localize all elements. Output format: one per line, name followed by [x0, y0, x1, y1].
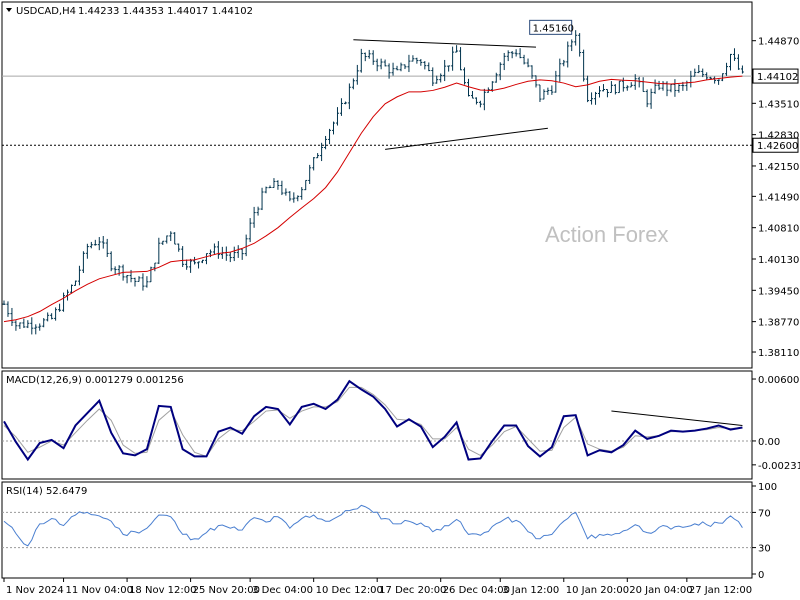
price-tag: 1.44102 — [752, 68, 799, 84]
price-tick-label: 1.38770 — [758, 318, 799, 329]
trendline-lower — [385, 127, 548, 150]
time-tick-label: 10 Jan 20:00 — [566, 585, 629, 596]
watermark: Action Forex — [545, 222, 669, 247]
time-tick-label: 25 Nov 20:00 — [193, 585, 260, 596]
price-tick-label: 1.42830 — [758, 131, 799, 142]
price-tick-label: 1.39450 — [758, 286, 799, 297]
time-tick-label: 3 Jan 12:00 — [502, 585, 559, 596]
rsi-tick-label: 70 — [758, 508, 771, 519]
macd-title: MACD(12,26,9) 0.001279 0.001256 — [6, 375, 184, 386]
price-axis: 1.44870 1.43510 1.42830 1.42150 1.41490 1.408… — [752, 37, 799, 359]
rsi-title: RSI(14) 52.6479 — [6, 486, 87, 497]
time-tick-label: 10 Dec 12:00 — [316, 585, 383, 596]
time-tick-label: 1 Nov 2024 — [6, 585, 64, 596]
trendline-upper — [353, 39, 537, 48]
level-tag-label: 1.42600 — [757, 141, 798, 152]
time-tick-label: 3 Dec 04:00 — [252, 585, 313, 596]
rsi-tick-label: 30 — [758, 544, 771, 555]
rsi-panel: 100 70 30 0 RSI(14) 52.6479 — [1, 481, 777, 581]
time-tick-label: 27 Jan 12:00 — [689, 585, 752, 596]
peak-label-box — [529, 19, 573, 35]
macd-trendline — [611, 410, 743, 426]
rsi-tick-label: 0 — [758, 570, 764, 581]
rsi-axis: 100 70 30 0 — [752, 482, 777, 581]
trendlines — [353, 39, 548, 150]
price-tick-label: 1.42150 — [758, 162, 799, 173]
peak-marker: 1.45160 — [529, 19, 574, 35]
time-tick-label: 11 Nov 04:00 — [66, 585, 133, 596]
price-tag-label: 1.44102 — [757, 72, 798, 83]
macd-tick-label: -0.002318 — [758, 461, 800, 472]
peak-label: 1.45160 — [533, 23, 574, 34]
time-tick-label: 18 Nov 12:00 — [129, 585, 196, 596]
price-tag-box — [752, 68, 799, 84]
rsi-line — [3, 504, 743, 547]
time-tick-label: 20 Jan 04:00 — [629, 585, 692, 596]
price-tick-label: 1.43510 — [758, 99, 799, 110]
chart-header: USDCAD,H4 1.44233 1.44353 1.44017 1.4410… — [6, 6, 253, 17]
price-tick-label: 1.40130 — [758, 255, 799, 266]
moving-average-line — [3, 75, 743, 323]
time-tick-label: 17 Dec 20:00 — [379, 585, 446, 596]
ohlc-values: 1.44233 1.44353 1.44017 1.44102 — [78, 6, 253, 17]
triangle-down-icon[interactable] — [6, 8, 12, 12]
price-panel: 1.44870 1.43510 1.42830 1.42150 1.41490 1.408… — [1, 1, 799, 369]
macd-panel: 0.006007 0.00 -0.002318 MACD(12,26,9) 0.00… — [1, 370, 800, 480]
level-tag: 1.42600 — [752, 137, 799, 153]
macd-tick-label: 0.00 — [758, 437, 780, 448]
macd-line — [3, 379, 743, 462]
price-tick-label: 1.38110 — [758, 348, 799, 359]
macd-axis: 0.006007 0.00 -0.002318 — [752, 375, 800, 472]
time-tick-label: 26 Dec 04:00 — [443, 585, 510, 596]
price-tick-label: 1.40810 — [758, 224, 799, 235]
price-tick-label: 1.41490 — [758, 192, 799, 203]
level-tag-box — [752, 137, 799, 153]
rsi-tick-label: 100 — [758, 482, 777, 493]
price-tick-label: 1.44870 — [758, 37, 799, 48]
macd-tick-label: 0.006007 — [758, 375, 800, 386]
symbol-label: USDCAD,H4 — [16, 6, 76, 17]
